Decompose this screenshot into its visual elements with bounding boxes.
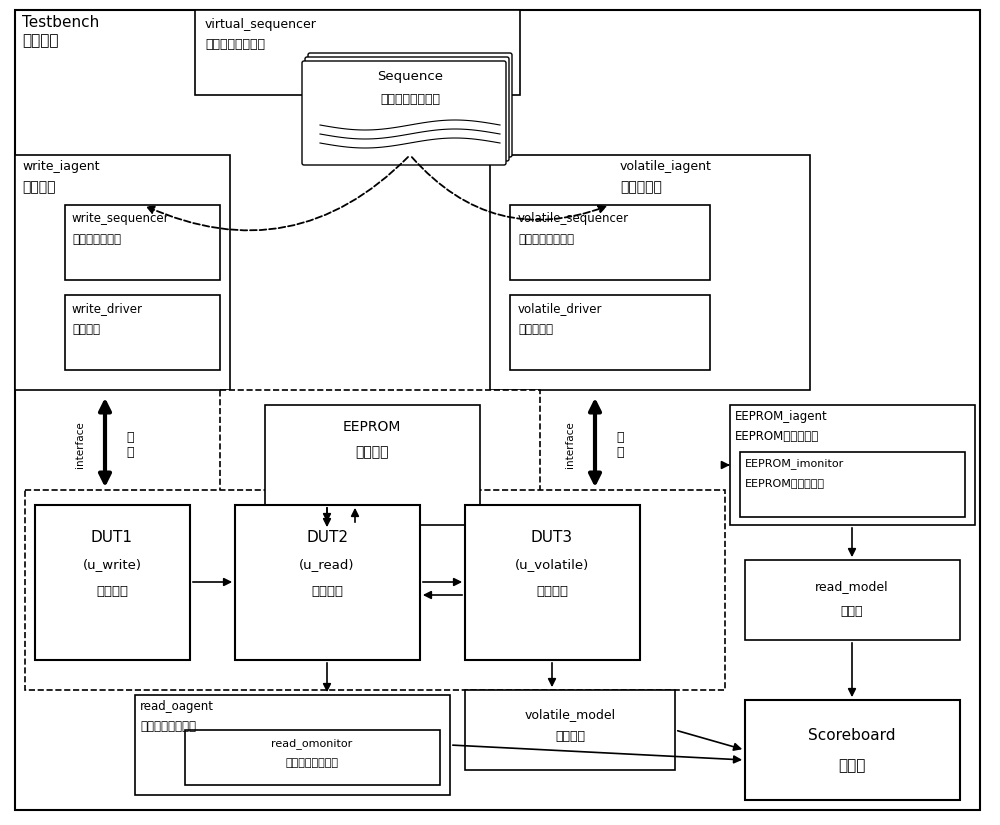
Text: interface: interface <box>75 422 85 469</box>
Bar <box>65 295 220 370</box>
Text: DUT3: DUT3 <box>531 530 573 545</box>
Bar <box>25 490 725 690</box>
Bar <box>185 730 440 785</box>
Text: volatile_model: volatile_model <box>524 708 616 721</box>
Bar <box>490 155 810 390</box>
Bar <box>220 390 540 590</box>
Bar <box>65 205 220 280</box>
Text: volatile_sequencer: volatile_sequencer <box>518 212 629 225</box>
Bar <box>195 10 520 95</box>
Text: interface: interface <box>565 422 575 469</box>
Text: write_iagent: write_iagent <box>22 160 100 173</box>
Text: 虚拟激励序列管理: 虚拟激励序列管理 <box>205 38 265 51</box>
Text: write_driver: write_driver <box>72 302 143 315</box>
Text: DUT2: DUT2 <box>306 530 348 545</box>
Text: volatile_driver: volatile_driver <box>518 302 602 315</box>
Text: 读模型: 读模型 <box>841 605 863 618</box>
Bar <box>135 695 450 795</box>
Text: read_omonitor: read_omonitor <box>271 738 353 749</box>
Bar <box>510 205 710 280</box>
Text: read_oagent: read_oagent <box>140 700 214 713</box>
Text: EEPROM输入代理器: EEPROM输入代理器 <box>735 430 819 443</box>
Text: 有源激励序列管理: 有源激励序列管理 <box>518 233 574 246</box>
FancyBboxPatch shape <box>308 53 512 157</box>
Bar <box>35 505 190 660</box>
FancyBboxPatch shape <box>302 61 506 165</box>
Bar <box>510 295 710 370</box>
Text: Sequence: Sequence <box>377 70 443 83</box>
Text: 有源模块: 有源模块 <box>536 585 568 598</box>
Text: Scoreboard: Scoreboard <box>808 728 896 743</box>
Text: 读模块输出代理器: 读模块输出代理器 <box>140 720 196 733</box>
Text: 内存模块: 内存模块 <box>355 445 389 459</box>
Bar <box>265 405 480 525</box>
Text: EEPROM_imonitor: EEPROM_imonitor <box>745 458 844 469</box>
Text: (u_write): (u_write) <box>82 558 142 571</box>
Bar <box>740 452 965 517</box>
Text: 有源模型: 有源模型 <box>555 730 585 743</box>
Text: 激励序列生成模块: 激励序列生成模块 <box>380 93 440 106</box>
Text: read_model: read_model <box>815 580 889 593</box>
Text: (u_read): (u_read) <box>299 558 355 571</box>
Text: (u_volatile): (u_volatile) <box>515 558 589 571</box>
Text: EEPROM输入检测器: EEPROM输入检测器 <box>745 478 825 488</box>
Text: write_sequencer: write_sequencer <box>72 212 170 225</box>
Text: 读模块输出检测器: 读模块输出检测器 <box>286 758 338 768</box>
Text: 写驱动器: 写驱动器 <box>72 323 100 336</box>
Bar <box>15 155 230 390</box>
Text: 接
口: 接 口 <box>126 431 134 459</box>
Text: volatile_iagent: volatile_iagent <box>620 160 712 173</box>
Bar <box>745 560 960 640</box>
Text: Testbench: Testbench <box>22 15 99 30</box>
Bar <box>465 505 640 660</box>
Text: 测试平台: 测试平台 <box>22 33 58 48</box>
Text: 写激励序列管理: 写激励序列管理 <box>72 233 121 246</box>
Text: EEPROM_iagent: EEPROM_iagent <box>735 410 828 423</box>
Text: 计分板: 计分板 <box>838 758 866 773</box>
Bar <box>730 405 975 525</box>
Text: 读码模块: 读码模块 <box>311 585 343 598</box>
FancyBboxPatch shape <box>305 57 509 161</box>
Text: virtual_sequencer: virtual_sequencer <box>205 18 317 31</box>
Text: 有源代理器: 有源代理器 <box>620 180 662 194</box>
Text: 接
口: 接 口 <box>616 431 624 459</box>
Text: EEPROM: EEPROM <box>343 420 401 434</box>
Text: 有源驱动器: 有源驱动器 <box>518 323 553 336</box>
Bar <box>235 505 420 660</box>
Text: 写代理器: 写代理器 <box>22 180 56 194</box>
Text: DUT1: DUT1 <box>91 530 133 545</box>
Text: 写码模块: 写码模块 <box>96 585 128 598</box>
Bar <box>465 690 675 770</box>
Bar <box>745 700 960 800</box>
